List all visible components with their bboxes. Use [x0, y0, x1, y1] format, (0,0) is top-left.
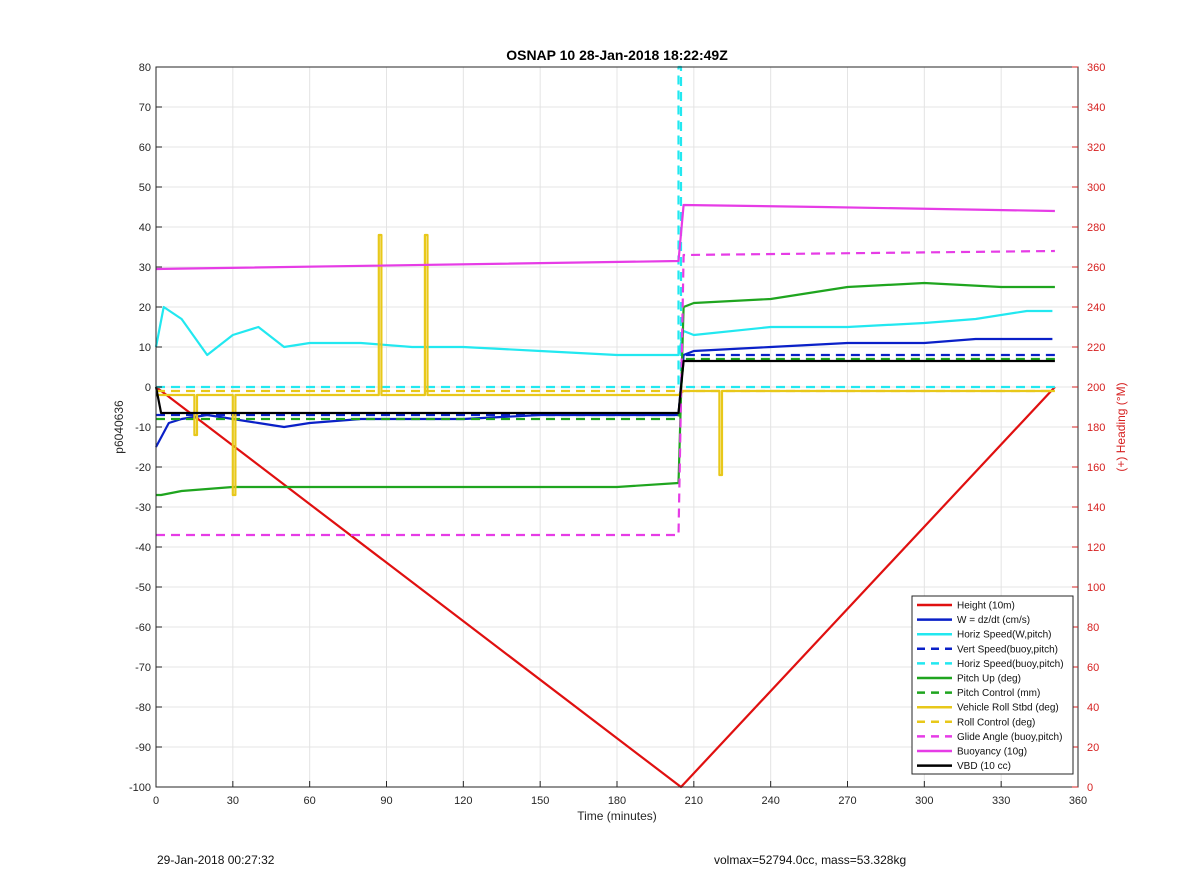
legend-entry: Vert Speed(buoy,pitch): [957, 644, 1058, 655]
y2-tick-label: 40: [1087, 702, 1099, 714]
y2-tick-label: 180: [1087, 422, 1105, 434]
legend-box: [911, 595, 1074, 775]
y-tick-label: -70: [135, 662, 151, 674]
legend-entry: Glide Angle (buoy,pitch): [957, 732, 1062, 743]
y-tick-label: 30: [139, 262, 151, 274]
y2-tick-label: 140: [1087, 502, 1105, 514]
y2-tick-label: 60: [1087, 662, 1099, 674]
x-tick-label: 30: [227, 795, 239, 807]
legend-entry: Height (10m): [957, 601, 1015, 612]
y-tick-label: -80: [135, 702, 151, 714]
y2-tick-label: 220: [1087, 342, 1105, 354]
y2-tick-label: 280: [1087, 222, 1105, 234]
series-line-w-dz-dt-cm-s: [155, 337, 1053, 448]
legend-entry: Horiz Speed(buoy,pitch): [957, 659, 1064, 670]
legend-entry: Buoyancy (10g): [957, 747, 1027, 758]
legend-entry: Pitch Control (mm): [957, 688, 1040, 699]
x-tick-label: 90: [380, 795, 392, 807]
y-tick-label: 20: [139, 302, 151, 314]
y2-tick-label: 20: [1087, 742, 1099, 754]
legend-entry: Vehicle Roll Stbd (deg): [957, 703, 1059, 714]
y-tick-label: -20: [135, 462, 151, 474]
y2-tick-label: 260: [1087, 262, 1105, 274]
series-line-pitch-up-deg: [156, 281, 1055, 497]
y-tick-label: 10: [139, 342, 151, 354]
y-tick-label: 50: [139, 182, 151, 194]
legend-entry: Roll Control (deg): [957, 717, 1035, 728]
y-tick-label: -30: [135, 502, 151, 514]
x-tick-label: 330: [992, 795, 1010, 807]
y2-tick-label: 120: [1087, 542, 1105, 554]
y-tick-label: -100: [129, 782, 151, 794]
series-line-pitch-control-mm: [156, 357, 1055, 421]
legend-entry: W = dz/dt (cm/s): [957, 615, 1030, 626]
legend-entry: Pitch Up (deg): [957, 674, 1021, 685]
series-line-vbd-10-cc: [154, 359, 1055, 415]
legend-entry: VBD (10 cc): [957, 761, 1011, 772]
y2-tick-label: 80: [1087, 622, 1099, 634]
chart-title: OSNAP 10 28-Jan-2018 18:22:49Z: [506, 47, 728, 63]
tick-layer: 0 30 60 90 120 150 180 210 240 270 300 330 360-100-9…: [129, 62, 1105, 807]
x-tick-label: 150: [531, 795, 549, 807]
series-line-horiz-speed-w-pitch: [154, 305, 1053, 357]
legend: Height (10m) W = dz/dt (cm/s) Horiz Speed(…: [911, 595, 1074, 775]
y-tick-label: -50: [135, 582, 151, 594]
footer-timestamp: 29-Jan-2018 00:27:32: [157, 853, 275, 867]
x-tick-label: 60: [304, 795, 316, 807]
y-tick-label: 60: [139, 142, 151, 154]
x-tick-label: 180: [608, 795, 626, 807]
y2-tick-label: 100: [1087, 582, 1105, 594]
y2-tick-label: 0: [1087, 782, 1093, 794]
y2-tick-label: 300: [1087, 182, 1105, 194]
series-line-vehicle-roll-stbd-deg: [156, 233, 1055, 497]
y2-axis-label: (+) Heading (°M): [1114, 382, 1128, 471]
y-tick-label: -40: [135, 542, 151, 554]
series-line-vert-speed-buoy-pitch: [156, 353, 1055, 417]
y-tick-label: -60: [135, 622, 151, 634]
y2-tick-label: 240: [1087, 302, 1105, 314]
x-tick-label: 240: [761, 795, 779, 807]
y2-tick-label: 320: [1087, 142, 1105, 154]
y2-tick-label: 340: [1087, 102, 1105, 114]
x-tick-label: 360: [1069, 795, 1087, 807]
x-tick-label: 270: [838, 795, 856, 807]
footer-volmax-mass: volmax=52794.0cc, mass=53.328kg: [714, 853, 907, 867]
y-tick-label: 80: [139, 62, 151, 74]
y2-tick-label: 160: [1087, 462, 1105, 474]
y2-tick-label: 360: [1087, 62, 1105, 74]
y-tick-label: 70: [139, 102, 151, 114]
y2-tick-label: 200: [1087, 382, 1105, 394]
x-tick-label: 0: [153, 795, 159, 807]
x-tick-label: 300: [915, 795, 933, 807]
legend-entry: Horiz Speed(W,pitch): [957, 630, 1051, 641]
y-tick-label: -10: [135, 422, 151, 434]
y-tick-label: 0: [145, 382, 151, 394]
x-tick-label: 210: [685, 795, 703, 807]
x-tick-label: 120: [454, 795, 472, 807]
y-axis-label: p6040636: [112, 400, 126, 454]
y-tick-label: -90: [135, 742, 151, 754]
y-tick-label: 40: [139, 222, 151, 234]
x-axis-label: Time (minutes): [577, 809, 657, 823]
series-line-buoyancy-10g: [155, 203, 1055, 271]
